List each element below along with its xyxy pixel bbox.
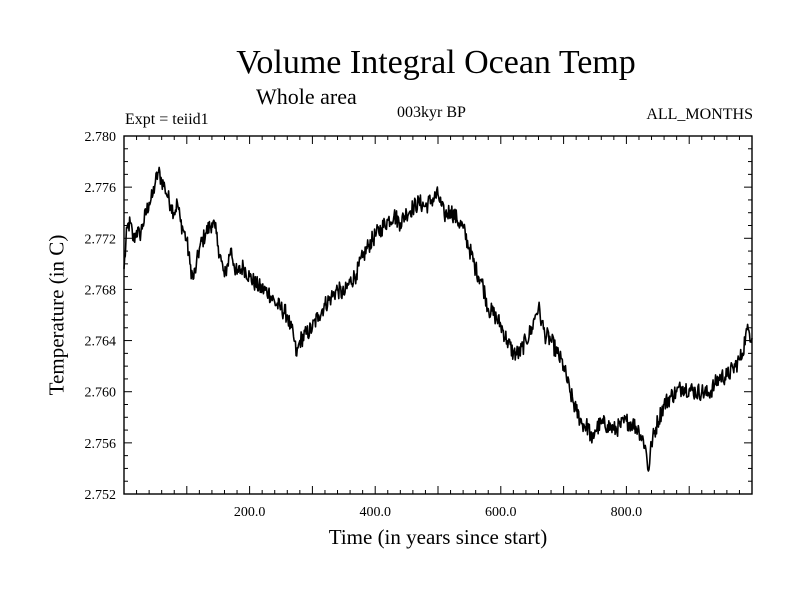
months-label: ALL_MONTHS [646,106,753,123]
axis-tick-labels: 200.0 400.0 600.0 800.0 2.752 2.756 2.760 2.764… [85,130,643,520]
x-tick-label: 600.0 [485,505,517,520]
y-tick-label: 2.768 [85,283,117,298]
y-tick-label: 2.780 [85,130,117,145]
y-tick-label: 2.776 [85,181,117,196]
x-tick-label: 800.0 [611,505,643,520]
y-tick-label: 2.764 [85,335,117,350]
series-line [123,166,753,472]
y-tick-label: 2.752 [85,488,117,503]
chart-subtitle: Whole area [256,84,357,109]
x-tick-label: 200.0 [234,505,266,520]
plot-frame [123,135,753,495]
x-tick-label: 400.0 [359,505,391,520]
epoch-label: 003kyr BP [397,104,466,121]
y-tick-label: 2.756 [85,437,117,452]
series-group [123,166,753,472]
y-tick-label: 2.760 [85,386,117,401]
chart-title: Volume Integral Ocean Temp [236,44,636,81]
experiment-label: Expt = teiid1 [125,111,209,128]
x-axis-label: Time (in years since start) [328,525,548,549]
y-tick-label: 2.772 [85,232,117,247]
